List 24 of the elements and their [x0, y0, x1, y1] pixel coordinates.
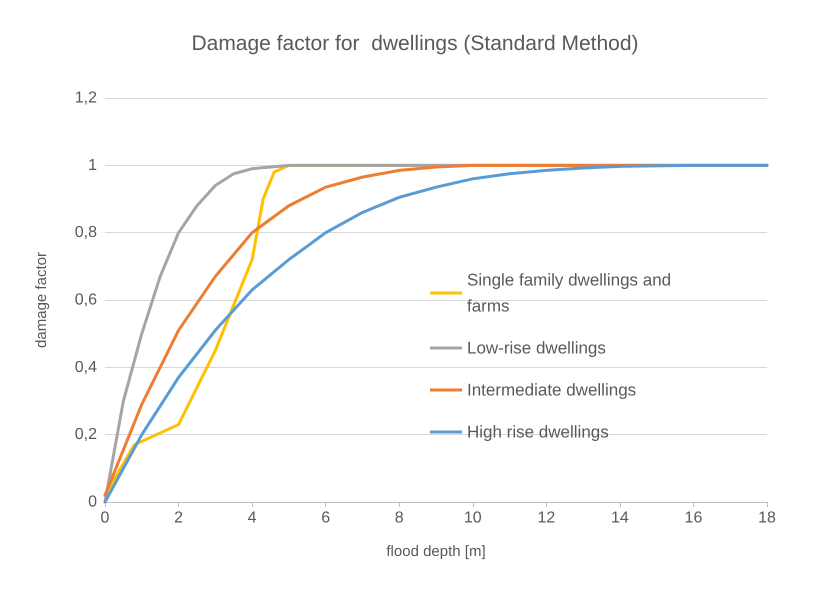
chart-title: Damage factor for dwellings (Standard Method)	[191, 32, 639, 55]
x-tick-label: 4	[248, 510, 257, 526]
y-tick-label: 1,2	[74, 90, 98, 106]
y-tick-label: 0	[88, 494, 98, 510]
y-tick-label: 0,8	[74, 224, 98, 242]
legend-label: Intermediate dwellings	[467, 380, 636, 400]
x-tick-label: 10	[464, 510, 482, 526]
legend-label: Low-rise dwellings	[467, 338, 606, 358]
y-tick-label: 1	[88, 156, 98, 174]
x-axis-title: flood depth [m]	[386, 543, 486, 560]
x-tick-label: 8	[394, 510, 404, 526]
x-tick-label: 12	[537, 510, 556, 526]
x-tick-label: 2	[174, 510, 184, 526]
x-tick-label: 14	[610, 510, 629, 526]
x-tick-label: 16	[684, 510, 702, 526]
x-tick-label: 0	[100, 510, 110, 526]
x-tick-label: 6	[321, 510, 330, 526]
y-tick-label: 0,6	[74, 292, 98, 308]
y-tick-label: 0,2	[74, 426, 98, 444]
legend-label: High rise dwellings	[467, 422, 609, 442]
y-tick-label: 0,4	[74, 358, 98, 376]
x-tick-label: 18	[758, 510, 776, 526]
y-axis-title: damage factor	[33, 252, 50, 348]
legend-label: Single family dwellings and farms	[467, 270, 676, 316]
